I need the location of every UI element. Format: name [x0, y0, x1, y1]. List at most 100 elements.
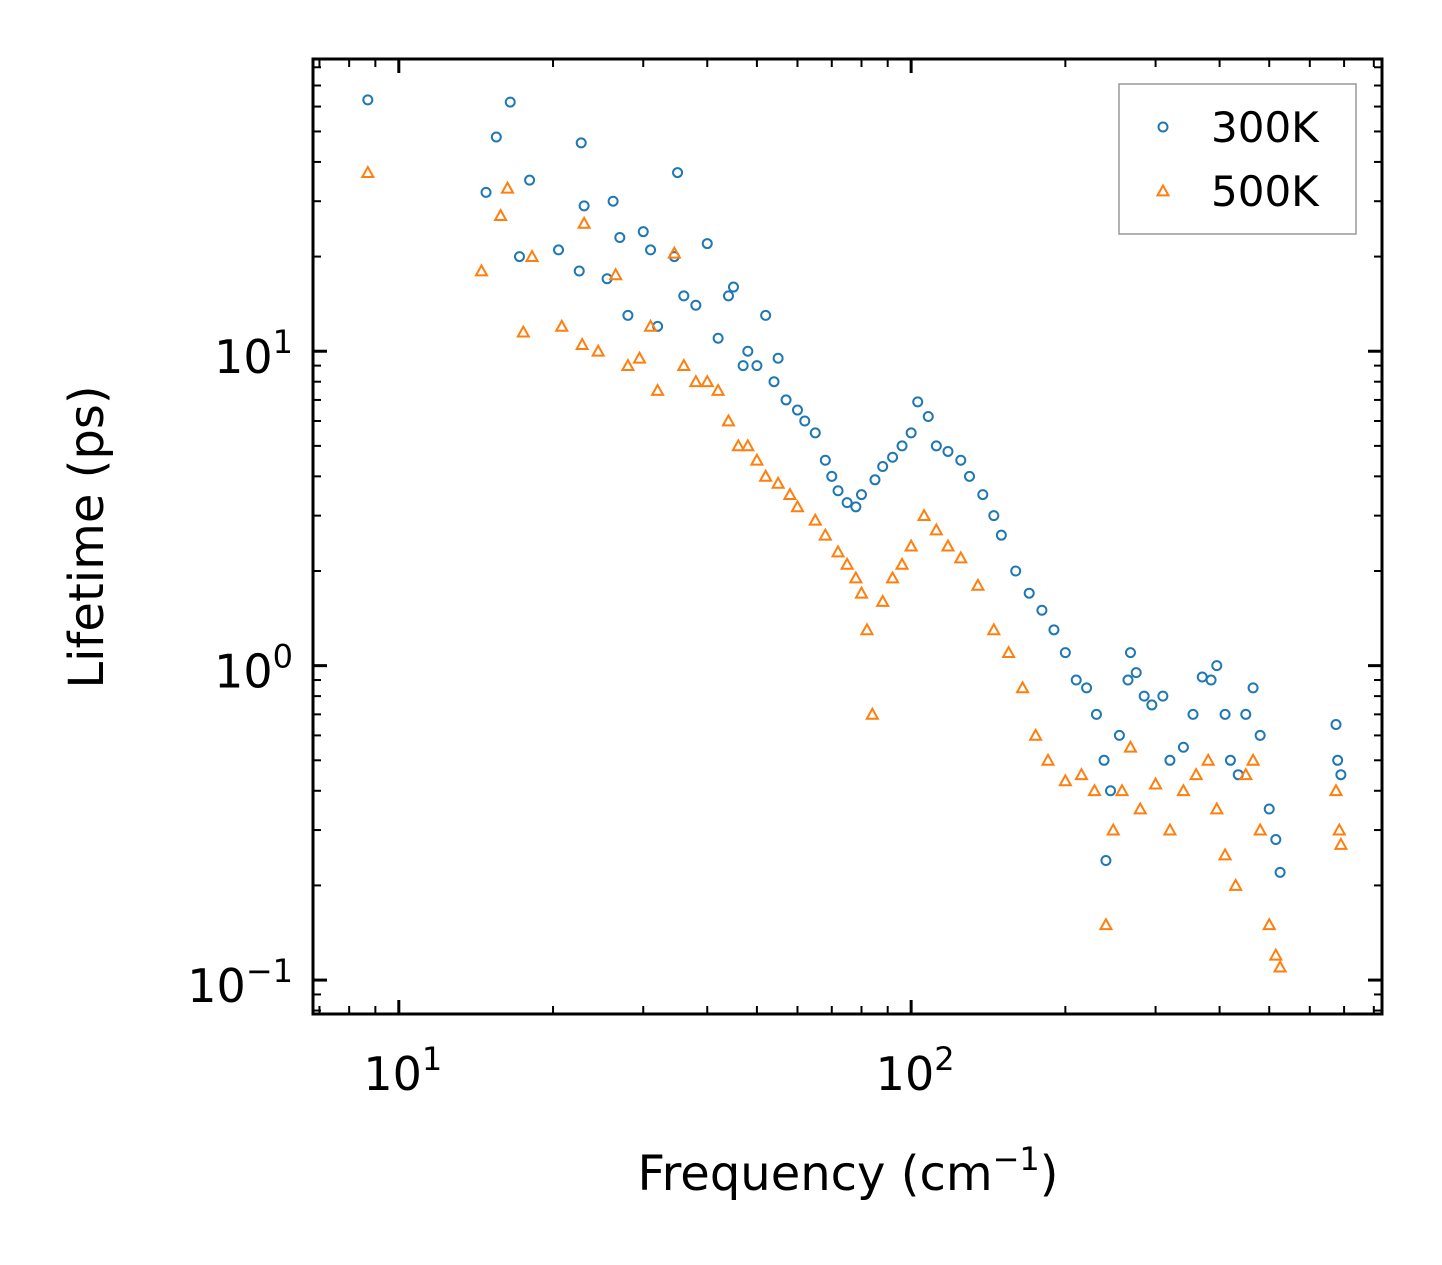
data-point-500K: [590, 343, 606, 357]
data-point-300K: [1090, 708, 1102, 720]
legend-items: 300K 500K: [1155, 103, 1320, 216]
data-point-500K: [667, 245, 682, 259]
legend: 300K 500K: [1118, 83, 1357, 235]
data-point-300K: [780, 394, 792, 406]
data-point-300K: [1048, 624, 1060, 636]
data-point-500K: [721, 413, 736, 427]
data-point-300K: [760, 309, 772, 321]
data-point-500K: [1162, 822, 1178, 836]
data-point-300K: [930, 440, 942, 452]
data-point-500K: [1123, 739, 1138, 753]
data-point-500K: [576, 215, 592, 229]
data-point-300K: [819, 454, 831, 466]
data-point-500K: [839, 556, 855, 570]
data-point-500K: [986, 622, 1002, 636]
data-point-500K: [970, 577, 986, 591]
data-point-300K: [1332, 754, 1344, 766]
data-point-500K: [865, 706, 880, 720]
data-point-500K: [731, 438, 746, 452]
plot-frame: [311, 57, 1384, 1016]
data-point-300K: [832, 485, 844, 497]
data-point-500K: [1272, 959, 1288, 973]
data-point-300K: [1010, 565, 1022, 577]
data-point-300K: [1100, 855, 1112, 867]
data-point-500K: [1238, 767, 1253, 781]
data-point-300K: [905, 427, 917, 439]
data-point-500K: [516, 324, 531, 338]
data-point-500K: [859, 622, 875, 636]
x-axis-label: Frequency (cm−1): [637, 1140, 1058, 1202]
data-point-500K: [1087, 783, 1102, 797]
data-point-500K: [700, 374, 715, 388]
data-point-500K: [875, 593, 890, 607]
data-point-500K: [676, 358, 692, 372]
data-point-300K: [573, 265, 585, 277]
data-point-300K: [1205, 674, 1217, 686]
data-point-500K: [710, 382, 726, 396]
data-point-300K: [877, 460, 889, 472]
data-point-500K: [1176, 783, 1191, 797]
data-point-500K: [493, 208, 508, 221]
data-point-500K: [360, 165, 376, 178]
data-point-300K: [690, 299, 702, 311]
data-point-300K: [1124, 647, 1136, 659]
data-point-500K: [688, 374, 704, 388]
data-point-300K: [504, 96, 516, 108]
data-point-300K: [995, 529, 1007, 541]
data-point-500K: [1028, 727, 1043, 741]
data-point-300K: [1036, 604, 1048, 616]
data-point-300K: [922, 411, 934, 423]
data-point-300K: [1224, 754, 1236, 766]
data-point-300K: [362, 94, 374, 106]
data-point-300K: [1105, 785, 1117, 797]
data-point-300K: [896, 440, 908, 452]
data-point-500K: [749, 452, 765, 466]
x-tick-label: 102: [876, 1040, 955, 1101]
data-point-500K: [1040, 752, 1056, 766]
data-point-500K: [474, 263, 489, 277]
data-point-300K: [1113, 729, 1125, 741]
data-point-300K: [645, 244, 657, 256]
data-point-300K: [1059, 647, 1071, 659]
y-tick-label: 100: [214, 638, 293, 699]
data-point-300K: [737, 360, 749, 372]
data-point-300K: [768, 376, 780, 388]
data-point-300K: [1177, 741, 1189, 753]
data-point-500K: [620, 358, 636, 372]
data-point-300K: [553, 244, 565, 256]
data-point-500K: [740, 438, 756, 452]
data-point-500K: [608, 267, 623, 281]
data-point-500K: [574, 337, 590, 350]
legend-label-300K: 300K: [1211, 103, 1320, 152]
data-point-500K: [500, 180, 515, 194]
data-point-500K: [782, 487, 798, 500]
data-point-500K: [1245, 752, 1261, 766]
data-point-300K: [988, 510, 1000, 522]
data-point-300K: [912, 396, 924, 408]
data-point-500K: [1268, 947, 1284, 961]
data-point-500K: [1001, 645, 1016, 659]
data-point-300K: [887, 451, 899, 463]
data-point-300K: [1263, 803, 1275, 815]
data-point-300K: [1187, 708, 1199, 720]
tick-labels-layer: 101 102 10−1 100 101: [187, 323, 954, 1101]
data-point-300K: [809, 427, 821, 439]
data-point-500K: [1209, 801, 1224, 815]
data-point-300K: [1270, 833, 1282, 845]
data-point-500K: [1074, 767, 1089, 781]
data-point-300K: [772, 352, 784, 364]
data-point-300K: [1122, 674, 1134, 686]
data-point-300K: [1130, 667, 1142, 679]
data-point-300K: [712, 332, 724, 344]
data-point-300K: [1254, 729, 1266, 741]
data-point-300K: [722, 290, 734, 302]
data-point-300K: [727, 281, 739, 293]
data-point-500K: [929, 522, 944, 536]
data-point-500K: [916, 508, 932, 522]
data-point-500K: [1148, 776, 1163, 790]
data-point-300K: [1070, 674, 1082, 686]
data-point-300K: [1164, 754, 1176, 766]
data-point-500K: [808, 512, 823, 526]
y-axis-label: Lifetime (ps): [59, 385, 115, 688]
data-point-500K: [1188, 767, 1204, 781]
